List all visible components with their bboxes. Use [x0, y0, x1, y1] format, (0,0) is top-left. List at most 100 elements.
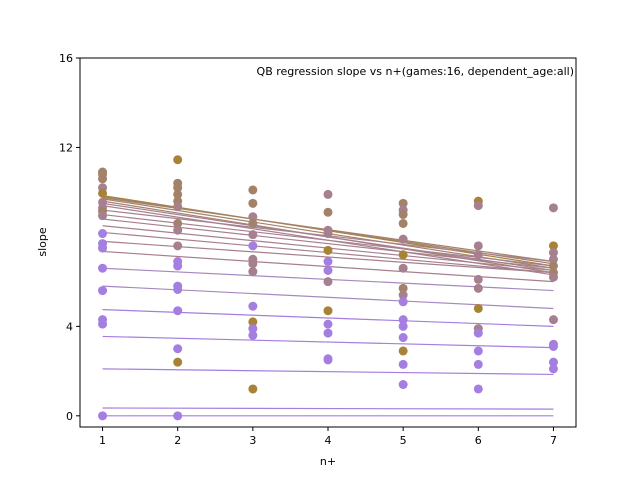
data-point: [173, 344, 183, 354]
data-point: [548, 315, 558, 325]
data-point: [248, 259, 258, 269]
data-point: [98, 263, 108, 273]
data-point: [248, 330, 258, 340]
data-point: [398, 333, 408, 343]
data-point: [248, 230, 258, 240]
data-point: [248, 198, 258, 208]
data-point: [548, 261, 558, 271]
data-point: [323, 328, 333, 338]
data-point: [398, 263, 408, 273]
data-point: [548, 357, 558, 367]
data-point: [473, 201, 483, 211]
x-axis-ticks: 1 2 3 4 5 6 7: [99, 427, 557, 447]
data-point: [173, 284, 183, 294]
data-point: [398, 321, 408, 331]
data-point: [398, 290, 408, 300]
data-point: [398, 297, 408, 307]
data-point: [248, 241, 258, 251]
x-tick-label: 5: [400, 434, 407, 447]
x-tick-label: 2: [174, 434, 181, 447]
data-point: [548, 272, 558, 282]
y-tick-label: 4: [66, 320, 73, 333]
data-point: [173, 225, 183, 235]
data-point: [398, 346, 408, 356]
data-point: [548, 241, 558, 251]
data-point: [548, 364, 558, 374]
data-point: [323, 355, 333, 365]
chart-title: QB regression slope vs n+(games:16, depe…: [257, 65, 574, 78]
data-point: [548, 203, 558, 213]
data-point: [473, 283, 483, 293]
data-point: [473, 241, 483, 251]
scatter-points: [98, 155, 558, 421]
data-point: [398, 210, 408, 220]
data-point: [323, 207, 333, 217]
data-point: [398, 250, 408, 260]
data-point: [473, 384, 483, 394]
data-point: [98, 286, 108, 296]
data-point: [173, 218, 183, 228]
data-point: [548, 254, 558, 264]
data-point: [98, 243, 108, 253]
regression-line: [102, 335, 554, 349]
data-point: [473, 303, 483, 313]
data-point: [323, 245, 333, 255]
data-point: [248, 185, 258, 195]
data-point: [173, 357, 183, 367]
x-tick-label: 1: [99, 434, 106, 447]
data-point: [473, 274, 483, 284]
data-point: [398, 218, 408, 228]
data-point: [548, 248, 558, 258]
data-point: [323, 306, 333, 316]
data-point: [173, 241, 183, 251]
data-point: [323, 229, 333, 239]
data-point: [98, 319, 108, 329]
x-tick-label: 6: [475, 434, 482, 447]
y-axis-label: slope: [36, 227, 49, 256]
x-axis-label: n+: [320, 455, 336, 468]
data-point: [98, 411, 108, 421]
data-point: [398, 198, 408, 208]
data-point: [398, 380, 408, 390]
data-point: [323, 277, 333, 287]
data-point: [248, 324, 258, 334]
data-point: [173, 306, 183, 316]
data-point: [548, 341, 558, 351]
data-point: [473, 250, 483, 260]
y-tick-label: 12: [59, 141, 73, 154]
data-point: [248, 218, 258, 228]
x-tick-label: 3: [249, 434, 256, 447]
data-point: [248, 301, 258, 311]
data-point: [98, 174, 108, 184]
y-axis-ticks: 0 4 12 16: [59, 52, 80, 423]
data-point: [323, 189, 333, 199]
data-point: [248, 212, 258, 222]
data-point: [98, 229, 108, 239]
data-point: [398, 359, 408, 369]
data-point: [398, 315, 408, 325]
data-point: [98, 211, 108, 221]
data-point: [173, 183, 183, 193]
data-point: [473, 346, 483, 356]
data-point: [323, 319, 333, 329]
y-tick-label: 16: [59, 52, 73, 65]
x-tick-label: 7: [550, 434, 557, 447]
y-tick-label: 0: [66, 410, 73, 423]
data-point: [473, 359, 483, 369]
data-point: [398, 234, 408, 244]
data-point: [248, 317, 258, 327]
regression-line: [102, 368, 554, 376]
data-point: [323, 257, 333, 267]
data-point: [248, 267, 258, 277]
data-point: [323, 265, 333, 275]
regression-line: [102, 407, 554, 410]
data-point: [173, 202, 183, 212]
data-point: [398, 283, 408, 293]
data-point: [173, 411, 183, 421]
data-point: [248, 384, 258, 394]
data-point: [173, 155, 183, 165]
data-point: [173, 261, 183, 271]
data-point: [173, 189, 183, 199]
